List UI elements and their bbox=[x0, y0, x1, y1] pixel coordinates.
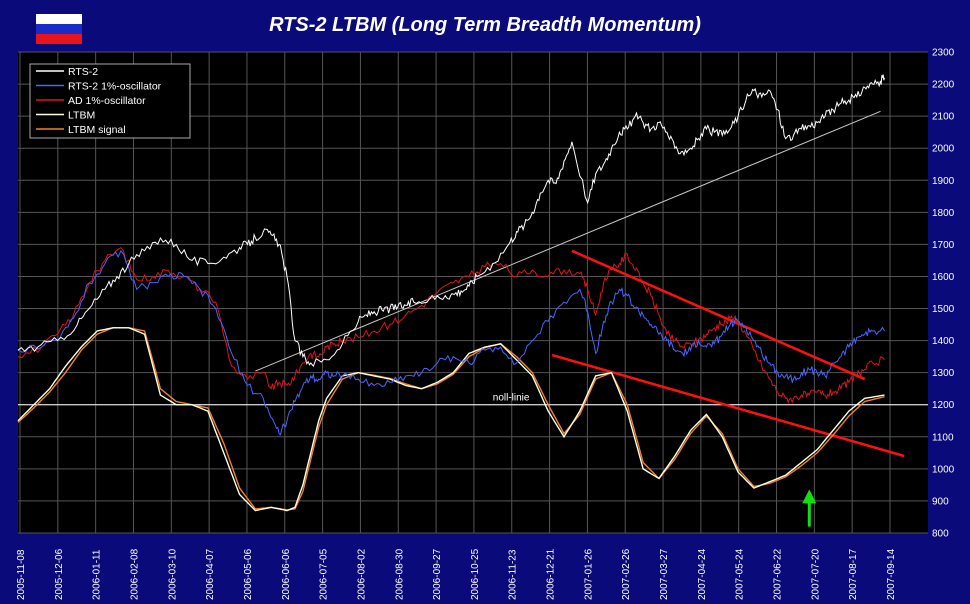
series-line-ad-1-oscillator bbox=[17, 246, 885, 404]
x-tick-label: 2007-05-24 bbox=[735, 548, 746, 600]
x-tick-label: 2006-12-21 bbox=[546, 548, 557, 600]
x-tick-label: 2007-02-26 bbox=[621, 548, 632, 600]
x-tick-label: 2006-09-27 bbox=[432, 548, 443, 600]
y-tick-label: 1400 bbox=[932, 336, 955, 347]
legend: RTS-2 RTS-2 1%-oscillator AD 1%-oscillator… bbox=[29, 63, 191, 139]
x-tick-label: 2007-06-22 bbox=[773, 548, 784, 600]
x-tick-label: 2007-04-24 bbox=[697, 548, 708, 600]
series-line-ltbm bbox=[17, 327, 885, 512]
x-tick-label: 2007-03-27 bbox=[659, 548, 670, 600]
x-tick-label: 2007-07-20 bbox=[810, 548, 821, 600]
flag-stripe-blue bbox=[36, 24, 82, 34]
x-tick-label: 2007-01-26 bbox=[583, 548, 594, 600]
y-tick-label: 1200 bbox=[932, 400, 955, 411]
russian-flag bbox=[36, 14, 82, 44]
y-tick-label: 1100 bbox=[932, 432, 954, 443]
legend-box bbox=[29, 63, 191, 139]
x-tick-label: 2006-05-06 bbox=[243, 548, 254, 600]
y-tick-label: 2200 bbox=[932, 80, 955, 91]
y-tick-label: 1600 bbox=[932, 272, 955, 283]
y-tick-label: 2300 bbox=[932, 48, 955, 59]
trend-line bbox=[255, 110, 881, 372]
x-tick-label: 2007-09-14 bbox=[886, 548, 897, 600]
series-line-ltbm-signal bbox=[17, 327, 885, 511]
x-tick-label: 2006-03-10 bbox=[167, 548, 178, 600]
x-tick-label: 2006-02-08 bbox=[129, 548, 140, 600]
y-tick-label: 800 bbox=[932, 529, 949, 540]
y-tick-label: 900 bbox=[932, 496, 949, 507]
legend-label: LTBM signal bbox=[68, 124, 126, 136]
legend-label: RTS-2 bbox=[68, 66, 98, 78]
y-tick-label: 2100 bbox=[932, 112, 955, 123]
y-tick-label: 1500 bbox=[932, 304, 955, 315]
legend-label: RTS-2 1%-oscillator bbox=[68, 81, 162, 93]
y-tick-label: 2000 bbox=[932, 144, 955, 155]
x-tick-label: 2006-08-02 bbox=[356, 548, 367, 600]
legend-label: AD 1%-oscillator bbox=[68, 95, 146, 107]
x-tick-label: 2006-01-11 bbox=[92, 549, 103, 600]
x-tick-label: 2006-10-25 bbox=[470, 548, 481, 600]
y-tick-label: 1900 bbox=[932, 176, 955, 187]
trend-line bbox=[551, 353, 905, 458]
x-tick-label: 2006-11-23 bbox=[508, 549, 519, 600]
x-tick-label: 2006-07-05 bbox=[319, 548, 330, 600]
trend-line bbox=[571, 249, 866, 381]
x-tick-label: 2005-11-08 bbox=[16, 549, 27, 600]
flag-stripe-white bbox=[36, 14, 82, 24]
x-tick-label: 2006-06-06 bbox=[281, 548, 292, 600]
legend-label: LTBM bbox=[68, 110, 95, 122]
series-line-rts-2 bbox=[17, 74, 885, 368]
y-tick-label: 1800 bbox=[932, 208, 955, 219]
y-tick-label: 1000 bbox=[932, 464, 955, 475]
chart-title: RTS-2 LTBM (Long Term Breadth Momentum) bbox=[269, 14, 701, 36]
series-line-rts-2-1-oscillator bbox=[17, 249, 885, 436]
x-tick-label: 2007-08-17 bbox=[848, 548, 859, 600]
x-tick-label: 2006-04-07 bbox=[205, 548, 216, 600]
x-tick-label: 2006-08-30 bbox=[394, 548, 405, 600]
zero-line-label: noll-linie bbox=[493, 393, 530, 404]
y-tick-label: 1700 bbox=[932, 240, 955, 251]
x-tick-label: 2005-12-06 bbox=[54, 548, 65, 600]
y-tick-label: 1300 bbox=[932, 368, 955, 379]
flag-stripe-red bbox=[36, 34, 82, 44]
arrow-head-icon bbox=[802, 489, 817, 504]
